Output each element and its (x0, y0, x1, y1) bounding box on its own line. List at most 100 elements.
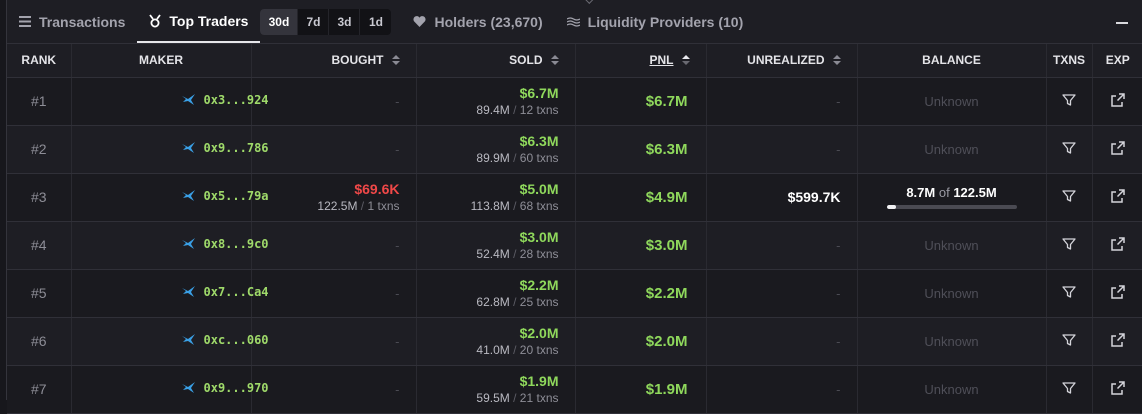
filter-icon[interactable] (1062, 333, 1076, 350)
filter-icon[interactable] (1062, 141, 1076, 158)
txns-cell (1046, 125, 1093, 174)
empty-value: - (395, 285, 400, 301)
filter-icon[interactable] (1062, 93, 1076, 110)
unrealized-cell: $599.7K (706, 173, 858, 222)
maker-address-link[interactable]: 0x9...786 (203, 141, 269, 155)
bought-cell: - (251, 125, 417, 174)
tab-transactions-label: Transactions (39, 13, 126, 30)
maker-wallet-icon (181, 334, 195, 345)
exp-cell (1092, 365, 1142, 414)
filter-icon[interactable] (1062, 285, 1076, 302)
external-link-icon[interactable] (1111, 332, 1125, 350)
filter-icon[interactable] (1062, 237, 1076, 254)
sold-cell: $2.2M 62.8M / 25 txns (416, 269, 576, 318)
sold-cell: $5.0M 113.8M / 68 txns (416, 173, 576, 222)
bought-cell: - (251, 221, 417, 270)
sold-usd: $6.3M (519, 133, 559, 149)
col-sold-label: SOLD (509, 53, 543, 68)
sold-detail: 113.8M / 68 txns (470, 199, 559, 213)
tab-top-traders[interactable]: Top Traders (137, 0, 261, 43)
balance-progress-fill (886, 205, 896, 209)
maker-wallet-icon (181, 190, 195, 201)
external-link-icon[interactable] (1111, 140, 1125, 158)
txns-cell (1046, 269, 1093, 318)
unrealized-value: - (836, 93, 841, 109)
maker-cell: 0x8...9c0 (71, 221, 269, 270)
col-pnl-header[interactable]: PNL (575, 44, 707, 78)
tab-liquidity-label: Liquidity Providers (10) (587, 13, 744, 30)
rank-cell: #2 (7, 125, 72, 174)
sold-detail: 62.8M / 25 txns (476, 295, 559, 309)
col-balance-header: BALANCE (857, 44, 1047, 78)
txns-cell (1046, 77, 1093, 126)
txns-cell (1046, 365, 1093, 414)
filter-icon[interactable] (1062, 381, 1076, 398)
col-sold-header[interactable]: SOLD (416, 44, 576, 78)
traders-table: RANK MAKER BOUGHT SOLD PNL UNREALIZED (7, 44, 1142, 414)
tab-top-traders-label: Top Traders (169, 12, 249, 29)
sold-usd: $1.9M (519, 373, 559, 389)
period-button[interactable]: 1d (368, 14, 383, 29)
maker-wallet-icon (181, 238, 195, 249)
sold-usd: $6.7M (519, 85, 559, 101)
txns-cell (1046, 317, 1093, 366)
unrealized-cell: - (706, 77, 858, 126)
period-button[interactable]: 30d (260, 8, 299, 35)
table-body: #1 0x3...924 - $6.7M 89.4M / 12 txns $6.… (7, 77, 1142, 414)
maker-address-link[interactable]: 0x8...9c0 (203, 237, 269, 251)
maker-address-link[interactable]: 0x7...Ca4 (203, 285, 269, 299)
external-link-icon[interactable] (1111, 284, 1125, 302)
col-bought-label: BOUGHT (331, 53, 384, 68)
external-link-icon[interactable] (1111, 380, 1125, 398)
sold-cell: $2.0M 41.0M / 20 txns (416, 317, 576, 366)
sold-cell: $6.7M 89.4M / 12 txns (416, 77, 576, 126)
pnl-cell: $2.0M (575, 317, 707, 366)
external-link-icon[interactable] (1111, 236, 1125, 254)
period-button[interactable]: 3d (329, 8, 361, 35)
sold-detail: 89.9M / 60 txns (476, 151, 559, 165)
sold-cell: $1.9M 59.5M / 21 txns (416, 365, 576, 414)
maker-cell: 0x9...970 (71, 365, 269, 414)
maker-cell: 0x5...79a (71, 173, 269, 222)
table-row: #7 0x9...970 - $1.9M 59.5M / 21 txns $1.… (7, 365, 1142, 414)
sold-cell: $3.0M 52.4M / 28 txns (416, 221, 576, 270)
balance-cell: Unknown (857, 269, 1047, 318)
sort-icon (832, 55, 841, 66)
col-exp-header: EXP (1092, 44, 1142, 78)
maker-wallet-icon (181, 382, 195, 393)
tab-holders[interactable]: Holders (23,670) (401, 0, 554, 43)
exp-cell (1092, 221, 1142, 270)
list-icon (19, 16, 31, 27)
maker-address-link[interactable]: 0x3...924 (203, 93, 269, 107)
unrealized-value: $599.7K (787, 189, 841, 205)
table-row: #6 0xc...060 - $2.0M 41.0M / 20 txns $2.… (7, 317, 1142, 366)
external-link-icon[interactable] (1111, 188, 1125, 206)
collapse-icon[interactable] (1116, 22, 1128, 24)
external-link-icon[interactable] (1111, 92, 1125, 110)
rank-cell: #4 (7, 221, 72, 270)
pnl-cell: $3.0M (575, 221, 707, 270)
maker-address-link[interactable]: 0xc...060 (203, 333, 269, 347)
col-txns-header: TXNS (1046, 44, 1093, 78)
col-pnl-label: PNL (649, 53, 674, 68)
table-row: #5 0x7...Ca4 - $2.2M 62.8M / 25 txns $2.… (7, 269, 1142, 318)
trophy-icon (149, 13, 162, 27)
period-button[interactable]: 7d (298, 8, 330, 35)
col-unrealized-header[interactable]: UNREALIZED (706, 44, 858, 78)
tab-liquidity-providers[interactable]: Liquidity Providers (10) (555, 0, 756, 43)
filter-icon[interactable] (1062, 189, 1076, 206)
maker-wallet-icon (181, 142, 195, 153)
unrealized-value: - (836, 333, 841, 349)
tab-transactions[interactable]: Transactions (7, 0, 137, 43)
exp-cell (1092, 125, 1142, 174)
col-bought-header[interactable]: BOUGHT (251, 44, 417, 78)
tab-holders-label: Holders (23,670) (434, 13, 543, 30)
maker-address-link[interactable]: 0x5...79a (203, 189, 269, 203)
unrealized-cell: - (706, 221, 858, 270)
maker-address-link[interactable]: 0x9...970 (203, 381, 269, 395)
sold-detail: 52.4M / 28 txns (476, 247, 559, 261)
bought-cell: - (251, 317, 417, 366)
bought-cell: - (251, 365, 417, 414)
table-row: #1 0x3...924 - $6.7M 89.4M / 12 txns $6.… (7, 77, 1142, 126)
maker-cell: 0xc...060 (71, 317, 269, 366)
